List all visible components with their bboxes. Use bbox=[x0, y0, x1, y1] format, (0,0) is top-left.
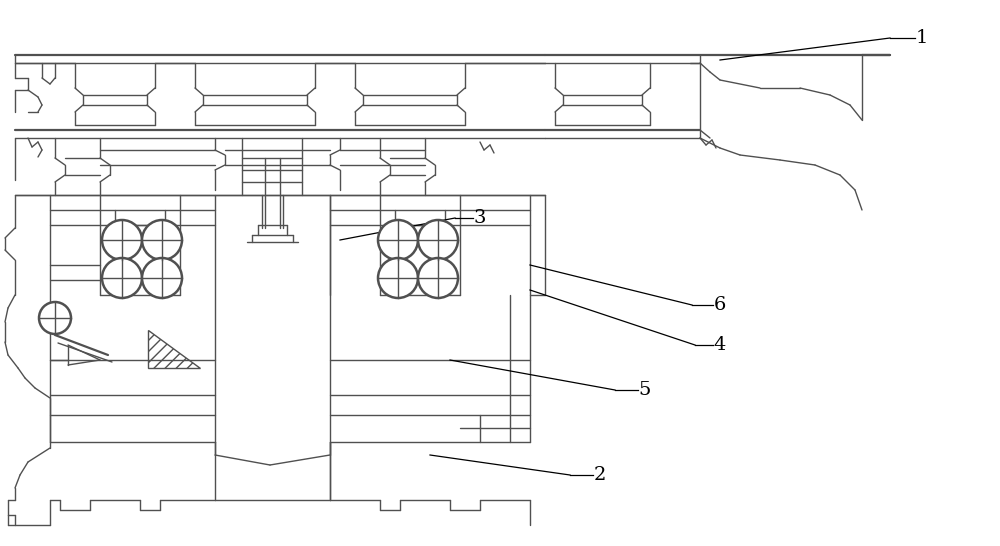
Text: 2: 2 bbox=[594, 466, 606, 484]
Text: 1: 1 bbox=[916, 29, 928, 47]
Circle shape bbox=[418, 220, 458, 260]
Circle shape bbox=[378, 220, 418, 260]
Circle shape bbox=[418, 258, 458, 298]
Text: 3: 3 bbox=[474, 209, 486, 227]
Circle shape bbox=[39, 302, 71, 334]
Circle shape bbox=[142, 258, 182, 298]
Text: 4: 4 bbox=[714, 336, 726, 354]
Circle shape bbox=[102, 220, 142, 260]
Text: 5: 5 bbox=[639, 381, 651, 399]
Circle shape bbox=[142, 220, 182, 260]
Circle shape bbox=[102, 258, 142, 298]
Text: 6: 6 bbox=[714, 296, 726, 314]
Circle shape bbox=[378, 258, 418, 298]
